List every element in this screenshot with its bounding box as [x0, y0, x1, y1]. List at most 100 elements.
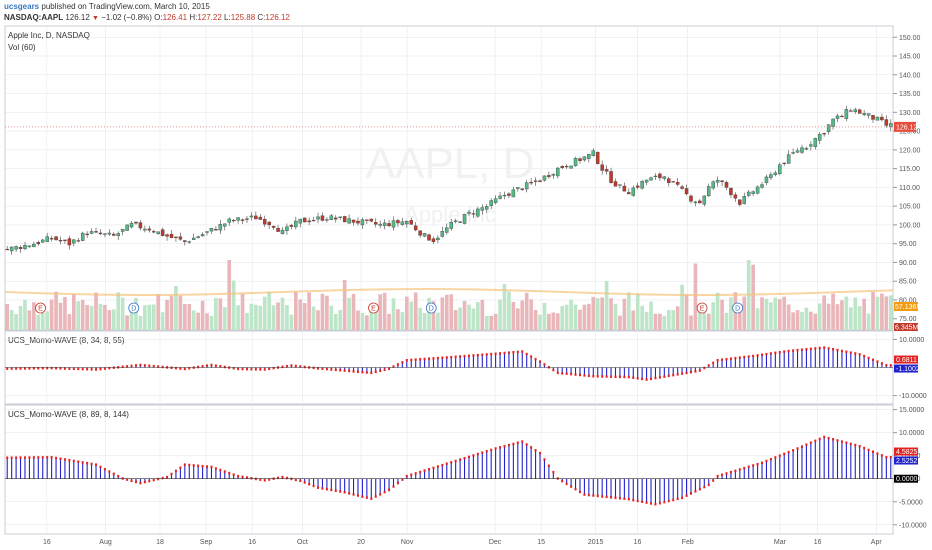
wave-signal [268, 478, 271, 481]
wave-signal [428, 357, 431, 360]
wave-signal [654, 503, 657, 506]
wave-signal [365, 371, 368, 374]
wave-signal [552, 368, 555, 372]
event-marker-label: D [735, 306, 740, 313]
volume-bar-up [98, 303, 103, 330]
wave-signal [10, 456, 13, 459]
volume-bar-down [405, 296, 409, 330]
volume-last-tag [894, 323, 918, 331]
volume-bar-down [413, 292, 418, 330]
candle-down [373, 222, 378, 225]
volume-bar-down [720, 299, 724, 330]
wave-signal [143, 364, 146, 367]
wave-signal [725, 472, 728, 475]
candle-down [413, 225, 418, 231]
wave-signal [81, 461, 84, 464]
volume-bar-up [866, 313, 871, 330]
y-tick-label: 130.00 [899, 110, 921, 117]
wave-signal [467, 354, 470, 358]
wave-signal [863, 354, 866, 358]
volume-bar-down [382, 292, 387, 330]
wave-signal [574, 373, 577, 376]
volume-bar-down [156, 294, 160, 330]
wave-signal [463, 354, 466, 358]
candle-up [844, 109, 849, 119]
wave-signal [854, 352, 857, 355]
wave-signal [174, 366, 177, 370]
x-tick-label: Feb [682, 539, 694, 546]
volume-bar-up [209, 315, 214, 330]
wave-signal [516, 350, 519, 354]
wave-signal [103, 367, 106, 370]
volume-bar-up [817, 303, 822, 330]
volume-bar-up [116, 292, 121, 330]
wave-signal [459, 458, 462, 461]
wave-signal [348, 492, 351, 495]
candle-down [427, 234, 431, 241]
wave-signal [143, 480, 146, 484]
candle-down [165, 234, 169, 237]
wave-signal [774, 456, 777, 459]
volume-bar-up [89, 305, 94, 330]
y-tick-label: 125.00 [899, 129, 921, 136]
candle-down [822, 133, 826, 135]
wave-signal [614, 375, 617, 379]
volume-bar-up [595, 298, 600, 330]
wave-signal [388, 367, 391, 370]
volume-bar-up [573, 304, 578, 330]
wave-signal [774, 351, 777, 355]
wave-signal [361, 495, 364, 498]
volume-bar-down [169, 295, 174, 330]
volume-bar-up [391, 298, 396, 330]
wave-signal [303, 481, 306, 484]
candle-up [826, 124, 831, 133]
wave-signal [845, 350, 848, 354]
wave-signal [352, 493, 355, 496]
wave-signal [99, 367, 102, 371]
publisher-username[interactable]: ucsgears [4, 2, 40, 11]
wave-signal [525, 443, 528, 446]
candle-up [542, 175, 547, 181]
wave-signal [272, 366, 275, 370]
wave-signal [698, 487, 701, 491]
wave-signal [63, 367, 66, 370]
candle-up [618, 184, 622, 186]
wave-signal [59, 367, 62, 370]
volume-bar-down [5, 303, 10, 330]
volume-bar-up [564, 304, 569, 330]
volume-bar-down [187, 304, 192, 330]
candle-up [875, 116, 880, 121]
wave-signal [565, 482, 568, 486]
candle-up [360, 219, 365, 226]
candle-down [54, 236, 58, 241]
candle-down [884, 119, 889, 126]
y-tick-label: 85.00 [899, 279, 917, 286]
signal-value-label: 4.5825 [896, 449, 918, 456]
candle-up [453, 220, 458, 222]
wave-signal [219, 365, 222, 368]
volume-bar-down [431, 301, 436, 330]
wave-signal [632, 376, 635, 379]
wave-signal [698, 369, 701, 372]
wave-signal [849, 351, 852, 354]
wave-signal [530, 355, 533, 358]
wave-signal [28, 456, 31, 459]
symbol: NASDAQ:AAPL [4, 13, 64, 22]
wave-signal [738, 468, 741, 471]
candle-down [174, 236, 178, 238]
wave-signal [285, 476, 288, 480]
wave-signal [201, 365, 204, 368]
volume-bar-down [440, 297, 445, 330]
candle-down [311, 219, 316, 222]
wave-signal [574, 487, 577, 491]
wave-signal [818, 437, 821, 441]
quote-line: NASDAQ:AAPL 126.12 ▼ −1.02 (−0.8%) O:126… [4, 13, 290, 22]
wave-signal [854, 443, 857, 447]
wave-signal [796, 348, 799, 352]
wave-signal [716, 358, 719, 362]
open-label: O: [154, 13, 163, 22]
candle-down [857, 109, 862, 114]
wave-signal [583, 493, 586, 496]
wave-signal [32, 456, 35, 459]
